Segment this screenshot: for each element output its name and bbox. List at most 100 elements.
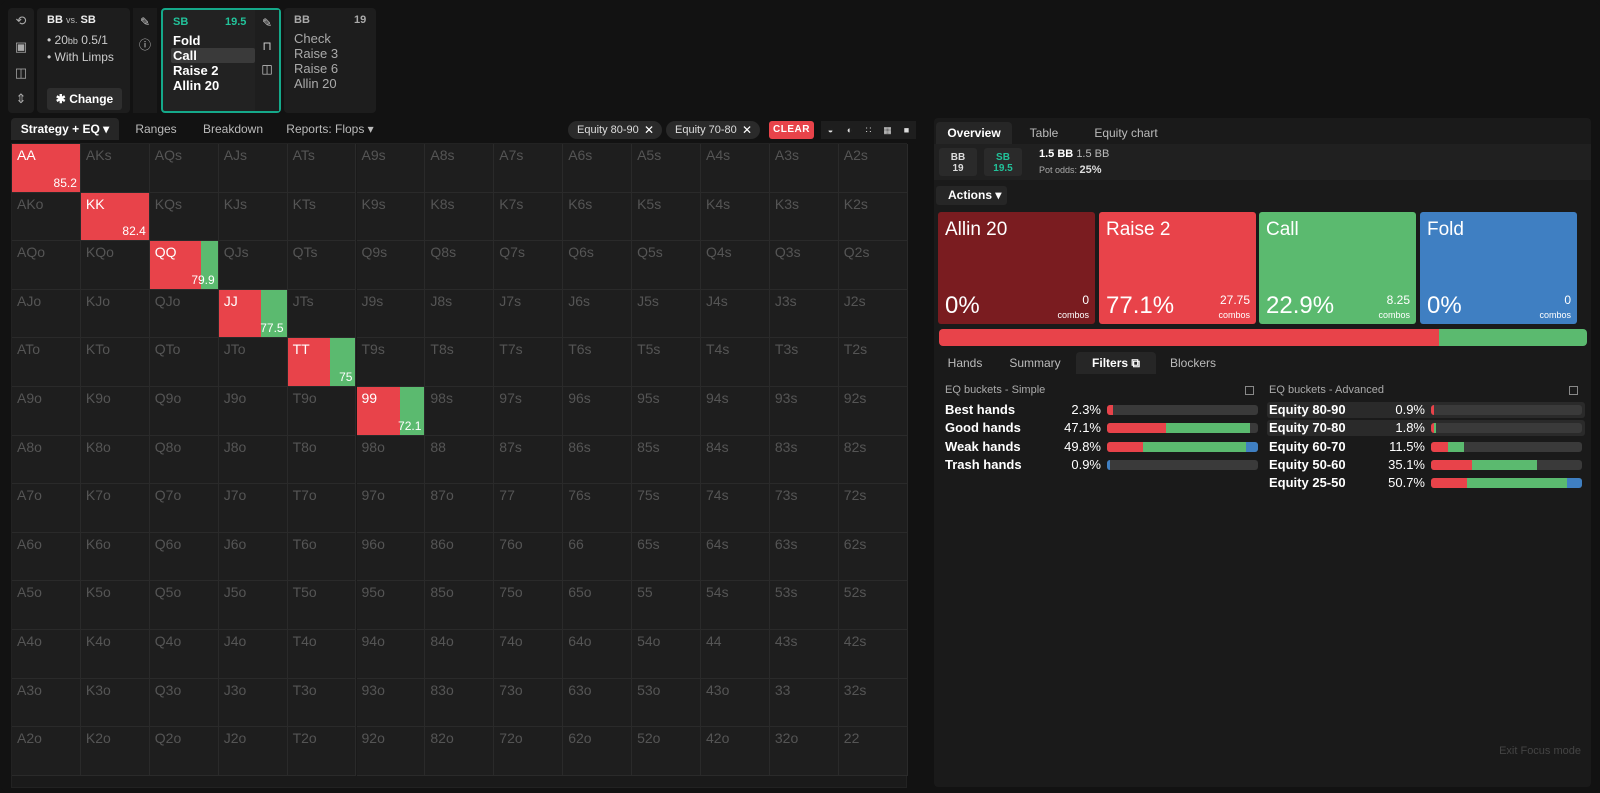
hand-cell[interactable]: 63s (769, 532, 839, 582)
hand-cell[interactable]: Q6o (149, 532, 219, 582)
hand-cell[interactable]: 83s (769, 435, 839, 485)
hand-cell[interactable]: J6s (563, 289, 633, 339)
actions-dropdown[interactable]: Actions ▾ (936, 186, 1007, 205)
hand-cell[interactable]: 33 (769, 678, 839, 728)
close-icon[interactable]: ✕ (643, 123, 654, 137)
undo-icon[interactable]: ⟲ (15, 13, 27, 28)
hand-cell[interactable]: QTo (149, 338, 219, 387)
filter-chip[interactable]: Equity 80-90 ✕ (568, 121, 662, 139)
hand-cell[interactable]: A4o (12, 630, 81, 679)
hand-cell[interactable]: 85o (425, 581, 495, 630)
hand-cell[interactable]: 52o (632, 727, 701, 776)
hand-cell[interactable]: 93o (356, 678, 426, 728)
hand-cell[interactable]: Q9s (356, 241, 426, 290)
tab-filters[interactable]: Filters ⧉ (1076, 352, 1156, 374)
hand-cell[interactable]: 85.2 AA (12, 144, 81, 193)
hand-cell[interactable]: 42o (701, 727, 770, 776)
tab-strategy-eq[interactable]: Strategy + EQ ▾ (11, 118, 119, 140)
compare-icon[interactable]: ◫ (261, 62, 273, 76)
expand-icon[interactable]: ⇕ (15, 91, 27, 106)
hand-cell[interactable]: 73s (769, 484, 839, 533)
hand-cell[interactable]: T2o (287, 727, 357, 776)
tab-table[interactable]: Table (1029, 126, 1059, 140)
hand-cell[interactable]: K4o (80, 630, 150, 679)
hand-cell[interactable]: 72.1 99 (356, 387, 426, 436)
tab-equity-chart[interactable]: Equity chart (1094, 126, 1158, 140)
hand-cell[interactable]: T2s (838, 338, 908, 387)
hand-cell[interactable]: T3o (287, 678, 357, 728)
hand-cell[interactable]: A9o (12, 387, 81, 436)
action-card[interactable]: Fold 0% 0 combos (1420, 212, 1577, 324)
hand-cell[interactable]: 52s (838, 581, 908, 630)
hand-cell[interactable]: Q8s (425, 241, 495, 290)
hand-cell[interactable]: Q2s (838, 241, 908, 290)
eq-bucket-row[interactable]: Good hands 47.1% (943, 420, 1261, 436)
hand-cell[interactable]: 43o (701, 678, 770, 728)
node-sb[interactable]: SB 19.5 Fold Call Raise 2 Allin 20 ✎ ⊓ ◫ (161, 8, 281, 113)
eq-bucket-row[interactable]: Best hands 2.3% (943, 402, 1261, 418)
hand-cell[interactable]: KQo (80, 241, 150, 290)
hand-cell[interactable]: 97s (494, 387, 564, 436)
hand-cell[interactable]: J5o (218, 581, 288, 630)
eq-bucket-row[interactable]: Trash hands 0.9% (943, 457, 1261, 473)
hand-cell[interactable]: A8o (12, 435, 81, 485)
hand-cell[interactable]: J2s (838, 289, 908, 339)
action-card[interactable]: Raise 2 77.1% 27.75 combos (1099, 212, 1256, 324)
hand-cell[interactable]: 92s (838, 387, 908, 436)
hand-cell[interactable]: 96o (356, 532, 426, 582)
hand-cell[interactable]: A7o (12, 484, 81, 533)
hand-cell[interactable]: K2s (838, 192, 908, 242)
hand-cell[interactable]: T9s (356, 338, 426, 387)
hand-cell[interactable]: A9s (356, 144, 426, 193)
hand-cell[interactable]: Q7o (149, 484, 219, 533)
hand-cell[interactable]: 64o (563, 630, 633, 679)
hand-cell[interactable]: AQs (149, 144, 219, 193)
hand-cell[interactable]: T6o (287, 532, 357, 582)
action-card[interactable]: Call 22.9% 8.25 combos (1259, 212, 1416, 324)
hand-cell[interactable]: 98o (356, 435, 426, 485)
hand-cell[interactable]: 75 TT (287, 338, 357, 387)
hand-cell[interactable]: QJo (149, 289, 219, 339)
hand-cell[interactable]: A7s (494, 144, 564, 193)
hand-cell[interactable]: 43s (769, 630, 839, 679)
hand-cell[interactable]: J8s (425, 289, 495, 339)
node-action[interactable]: Fold (173, 33, 201, 48)
hand-cell[interactable]: 53s (769, 581, 839, 630)
hand-cell[interactable]: 87s (494, 435, 564, 485)
node-action[interactable]: Check (294, 31, 331, 46)
hand-cell[interactable]: 77.5 JJ (218, 289, 288, 339)
eq-bucket-row[interactable]: Equity 25-50 50.7% (1267, 475, 1585, 491)
hand-cell[interactable]: A8s (425, 144, 495, 193)
hand-cell[interactable]: 44 (701, 630, 770, 679)
hand-cell[interactable]: 88 (425, 435, 495, 485)
hand-cell[interactable]: ATo (12, 338, 81, 387)
hand-cell[interactable]: J6o (218, 532, 288, 582)
view-mode-icon[interactable]: ∷ (859, 121, 878, 139)
hand-cell[interactable]: 32o (769, 727, 839, 776)
hand-cell[interactable]: 94s (701, 387, 770, 436)
hand-cell[interactable]: J9o (218, 387, 288, 436)
hand-cell[interactable]: AJo (12, 289, 81, 339)
hand-cell[interactable]: T3s (769, 338, 839, 387)
hand-cell[interactable]: K3s (769, 192, 839, 242)
hand-cell[interactable]: 54s (701, 581, 770, 630)
hand-cell[interactable]: 74o (494, 630, 564, 679)
hand-cell[interactable]: 55 (632, 581, 701, 630)
hand-cell[interactable]: K6o (80, 532, 150, 582)
hand-cell[interactable]: A5o (12, 581, 81, 630)
hand-cell[interactable]: A3s (769, 144, 839, 193)
hand-cell[interactable]: AJs (218, 144, 288, 193)
hand-cell[interactable]: 76s (563, 484, 633, 533)
node-action[interactable]: Raise 3 (294, 46, 339, 61)
hand-cell[interactable]: T9o (287, 387, 357, 436)
hand-cell[interactable]: J7s (494, 289, 564, 339)
hand-cell[interactable]: T6s (563, 338, 633, 387)
hand-cell[interactable]: 32s (838, 678, 908, 728)
hand-cell[interactable]: K7s (494, 192, 564, 242)
tab-overview[interactable]: Overview (936, 122, 1012, 144)
tab-summary[interactable]: Summary (1009, 356, 1061, 370)
hand-cell[interactable]: J5s (632, 289, 701, 339)
panel-toggle-icon[interactable] (1245, 386, 1254, 395)
hand-cell[interactable]: Q3o (149, 678, 219, 728)
hand-cell[interactable]: 76o (494, 532, 564, 582)
